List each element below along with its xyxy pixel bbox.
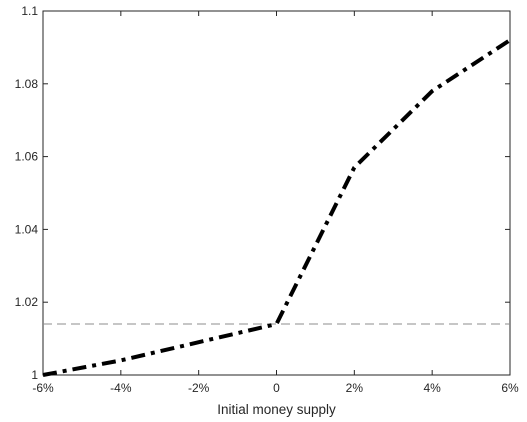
x-tick-label: 0 — [273, 381, 280, 395]
y-tick-label: 1.02 — [15, 295, 39, 309]
y-tick-label: 1.04 — [15, 222, 39, 236]
y-tick-label: 1.06 — [15, 150, 39, 164]
plot-area — [42, 10, 511, 376]
y-tick-label: 1.1 — [21, 4, 38, 18]
series-line — [42, 38, 512, 377]
x-axis-label: Initial money supply — [217, 402, 336, 417]
series-layer — [42, 38, 512, 377]
x-tick-label: 6% — [501, 381, 519, 395]
y-tick-label: 1 — [31, 368, 38, 382]
x-tick-label: 4% — [423, 381, 441, 395]
y-tick-label: 1.08 — [15, 77, 39, 91]
x-tick-label: -2% — [188, 381, 210, 395]
x-tick-label: -4% — [110, 381, 132, 395]
x-tick-label: -6% — [32, 381, 54, 395]
x-tick-label: 2% — [346, 381, 364, 395]
x-axis-ticks: -6% -4% -2% 0 2% 4% 6% — [32, 11, 519, 395]
y-axis-ticks: 1 1.02 1.04 1.06 1.08 1.1 — [15, 4, 510, 382]
